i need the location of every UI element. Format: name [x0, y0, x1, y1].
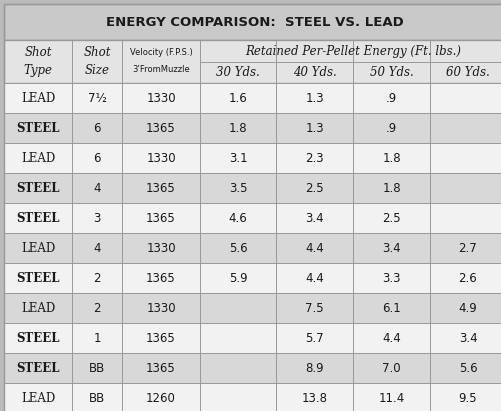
Text: 3.5: 3.5 [228, 182, 247, 194]
Text: 2.7: 2.7 [458, 242, 476, 254]
Text: 3’FromMuzzle: 3’FromMuzzle [132, 65, 189, 74]
Text: 13.8: 13.8 [301, 392, 327, 404]
Bar [4, 4, 501, 40]
Text: Size: Size [84, 65, 109, 77]
Text: BB: BB [89, 392, 105, 404]
Text: STEEL: STEEL [16, 182, 60, 194]
Text: 4: 4 [93, 242, 101, 254]
Text: LEAD: LEAD [21, 92, 55, 104]
Text: 1365: 1365 [146, 362, 175, 374]
Text: LEAD: LEAD [21, 392, 55, 404]
Text: 3.4: 3.4 [458, 332, 476, 344]
Text: 2.5: 2.5 [381, 212, 400, 224]
Text: Velocity (F.P.S.): Velocity (F.P.S.) [129, 48, 192, 57]
Text: 4.9: 4.9 [458, 302, 476, 314]
Text: 40 Yds.: 40 Yds. [292, 66, 336, 79]
Text: LEAD: LEAD [21, 302, 55, 314]
Text: 1365: 1365 [146, 212, 175, 224]
Text: 6.1: 6.1 [381, 302, 400, 314]
Text: 9.5: 9.5 [458, 392, 476, 404]
Text: 4.6: 4.6 [228, 212, 247, 224]
Text: 3.4: 3.4 [305, 212, 323, 224]
Text: 7½: 7½ [87, 92, 106, 104]
Bar [4, 383, 501, 411]
Text: 1330: 1330 [146, 302, 175, 314]
Text: 1365: 1365 [146, 122, 175, 134]
Text: STEEL: STEEL [16, 212, 60, 224]
Text: 2: 2 [93, 302, 101, 314]
Text: 2.6: 2.6 [458, 272, 476, 284]
Text: 5.7: 5.7 [305, 332, 323, 344]
Text: BB: BB [89, 362, 105, 374]
Text: 2: 2 [93, 272, 101, 284]
Text: 1260: 1260 [146, 392, 175, 404]
Text: 1.8: 1.8 [381, 152, 400, 164]
Bar [4, 83, 501, 113]
Text: 7.5: 7.5 [305, 302, 323, 314]
Text: .9: .9 [385, 92, 396, 104]
Text: 4.4: 4.4 [305, 272, 323, 284]
Text: 4: 4 [93, 182, 101, 194]
Bar [4, 40, 501, 83]
Text: STEEL: STEEL [16, 272, 60, 284]
Text: Shot: Shot [83, 46, 111, 60]
Text: LEAD: LEAD [21, 152, 55, 164]
Text: 3: 3 [93, 212, 101, 224]
Text: 30 Yds.: 30 Yds. [216, 66, 260, 79]
Bar [4, 293, 501, 323]
Text: 1.8: 1.8 [381, 182, 400, 194]
Text: 4.4: 4.4 [381, 332, 400, 344]
Text: 1: 1 [93, 332, 101, 344]
Text: 50 Yds.: 50 Yds. [369, 66, 412, 79]
Text: 2.3: 2.3 [305, 152, 323, 164]
Bar [4, 233, 501, 263]
Text: 11.4: 11.4 [378, 392, 404, 404]
Bar [4, 173, 501, 203]
Text: Retained Per-Pellet Energy (Ft. lbs.): Retained Per-Pellet Energy (Ft. lbs.) [244, 45, 460, 58]
Bar [4, 113, 501, 143]
Text: 5.6: 5.6 [228, 242, 247, 254]
Text: 3.4: 3.4 [381, 242, 400, 254]
Text: STEEL: STEEL [16, 332, 60, 344]
Bar [4, 143, 501, 173]
Text: 1.6: 1.6 [228, 92, 247, 104]
Text: 6: 6 [93, 122, 101, 134]
Text: 1.8: 1.8 [228, 122, 247, 134]
Text: 1365: 1365 [146, 332, 175, 344]
Text: .9: .9 [385, 122, 396, 134]
Text: STEEL: STEEL [16, 122, 60, 134]
Text: 1330: 1330 [146, 92, 175, 104]
Text: 4.4: 4.4 [305, 242, 323, 254]
Text: 3.3: 3.3 [381, 272, 400, 284]
Text: 3.1: 3.1 [228, 152, 247, 164]
Text: 6: 6 [93, 152, 101, 164]
Text: Type: Type [24, 65, 53, 77]
Bar [4, 353, 501, 383]
Bar [4, 263, 501, 293]
Text: ENERGY COMPARISON:  STEEL VS. LEAD: ENERGY COMPARISON: STEEL VS. LEAD [106, 16, 403, 28]
Bar [4, 203, 501, 233]
Text: 1365: 1365 [146, 182, 175, 194]
Text: 7.0: 7.0 [381, 362, 400, 374]
Text: 60 Yds.: 60 Yds. [445, 66, 489, 79]
Text: 1.3: 1.3 [305, 92, 323, 104]
Text: Shot: Shot [24, 46, 52, 60]
Text: LEAD: LEAD [21, 242, 55, 254]
Text: 1.3: 1.3 [305, 122, 323, 134]
Text: 5.6: 5.6 [458, 362, 476, 374]
Text: 8.9: 8.9 [305, 362, 323, 374]
Text: 5.9: 5.9 [228, 272, 247, 284]
Text: 1330: 1330 [146, 242, 175, 254]
Text: 2.5: 2.5 [305, 182, 323, 194]
Text: 1365: 1365 [146, 272, 175, 284]
Bar [4, 323, 501, 353]
Text: 1330: 1330 [146, 152, 175, 164]
Text: STEEL: STEEL [16, 362, 60, 374]
